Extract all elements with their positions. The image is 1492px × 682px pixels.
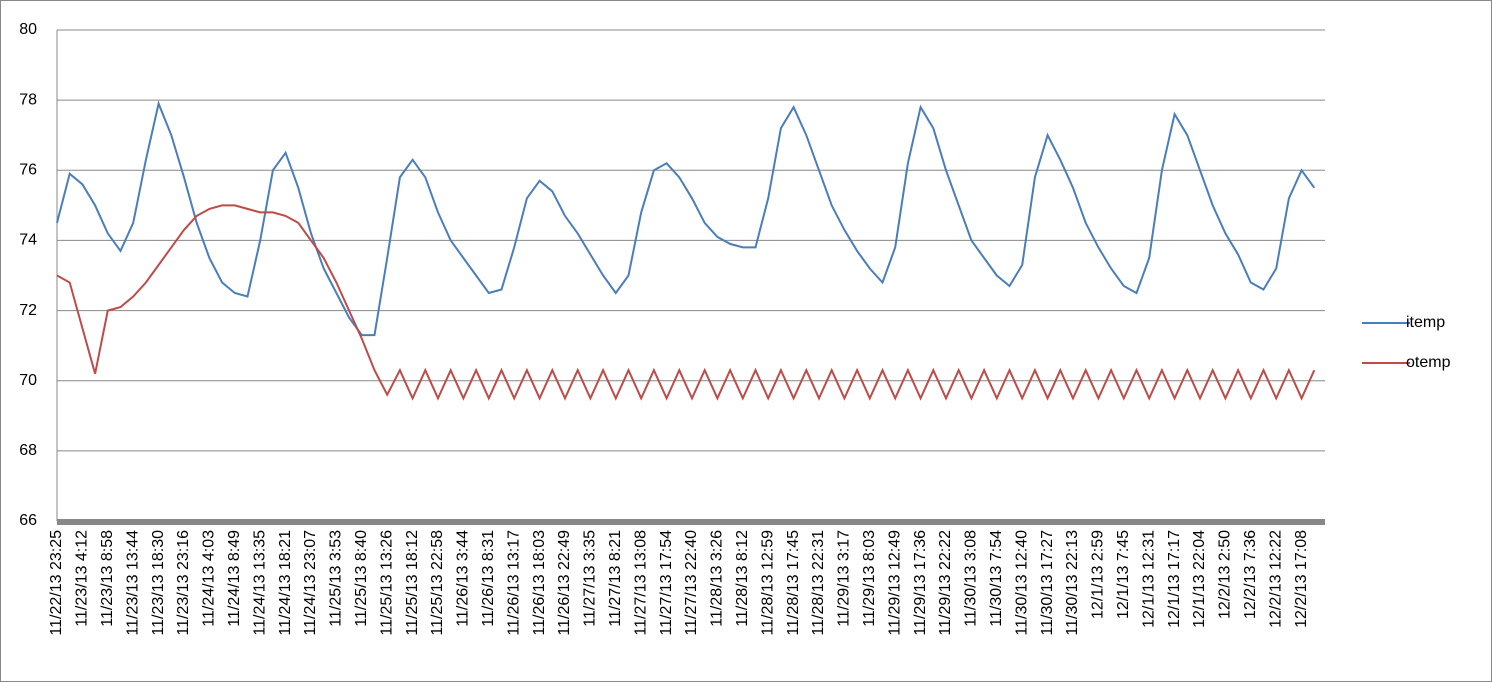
x-tick-label: 12/2/13 17:08 bbox=[1293, 530, 1310, 628]
x-tick-label: 12/1/13 7:45 bbox=[1115, 530, 1132, 619]
x-tick-label: 11/30/13 3:08 bbox=[963, 530, 980, 627]
x-tick-label: 11/29/13 3:17 bbox=[836, 530, 853, 627]
x-tick-label: 12/1/13 17:17 bbox=[1166, 530, 1183, 628]
x-tick-label: 11/30/13 22:13 bbox=[1064, 530, 1081, 636]
x-tick-label: 11/28/13 3:26 bbox=[709, 530, 726, 627]
x-tick-label: 11/23/13 4:12 bbox=[74, 530, 91, 627]
x-tick-label: 12/2/13 7:36 bbox=[1242, 530, 1259, 619]
x-tick-label: 11/26/13 3:44 bbox=[455, 530, 472, 627]
x-tick-label: 11/30/13 17:27 bbox=[1039, 530, 1056, 636]
x-tick-label: 11/29/13 12:49 bbox=[886, 530, 903, 636]
x-tick-label: 11/29/13 22:22 bbox=[937, 530, 954, 636]
x-tick-label: 11/27/13 8:21 bbox=[607, 530, 624, 627]
line-series bbox=[56, 204, 1316, 401]
x-tick-label: 11/27/13 17:54 bbox=[658, 530, 675, 636]
x-tick-label: 11/24/13 23:07 bbox=[302, 530, 319, 636]
x-tick-label: 11/24/13 4:03 bbox=[201, 530, 218, 627]
line-series bbox=[56, 100, 1316, 337]
x-tick-label: 11/26/13 8:31 bbox=[480, 530, 497, 627]
y-tick-label: 72 bbox=[19, 302, 37, 319]
x-tick-label: 11/27/13 13:08 bbox=[632, 530, 649, 636]
x-tick-label: 11/29/13 17:36 bbox=[912, 530, 929, 636]
x-tick-label: 11/26/13 18:03 bbox=[531, 530, 548, 636]
y-tick-label: 78 bbox=[19, 91, 37, 108]
x-tick-label: 11/24/13 18:21 bbox=[277, 530, 294, 636]
x-tick-label: 11/30/13 7:54 bbox=[988, 530, 1005, 627]
x-tick-label: 12/1/13 22:04 bbox=[1191, 530, 1208, 628]
y-tick-label: 74 bbox=[19, 232, 37, 249]
x-tick-label: 11/23/13 23:16 bbox=[175, 530, 192, 636]
x-tick-label: 12/1/13 2:59 bbox=[1090, 530, 1107, 619]
x-tick-label: 11/23/13 8:58 bbox=[99, 530, 116, 627]
y-tick-label: 66 bbox=[19, 512, 37, 529]
x-tick-label: 11/23/13 13:44 bbox=[124, 530, 141, 636]
x-tick-label: 11/28/13 12:59 bbox=[759, 530, 776, 636]
x-tick-label: 11/28/13 8:12 bbox=[734, 530, 751, 627]
x-tick-label: 12/2/13 12:22 bbox=[1267, 530, 1284, 628]
x-tick-label: 11/26/13 22:49 bbox=[556, 530, 573, 636]
x-tick-label: 11/23/13 18:30 bbox=[150, 530, 167, 636]
x-tick-label: 11/26/13 13:17 bbox=[505, 530, 522, 636]
x-tick-label: 11/27/13 3:35 bbox=[582, 530, 599, 627]
x-tick-label: 11/25/13 18:12 bbox=[404, 530, 421, 636]
y-tick-label: 68 bbox=[19, 442, 37, 459]
x-tick-label: 11/25/13 13:26 bbox=[378, 530, 395, 636]
x-tick-label: 11/27/13 22:40 bbox=[683, 530, 700, 636]
x-tick-label: 12/1/13 12:31 bbox=[1140, 530, 1157, 628]
legend-label: otemp bbox=[1406, 354, 1451, 371]
x-tick-label: 12/2/13 2:50 bbox=[1217, 530, 1234, 619]
legend-label: itemp bbox=[1406, 314, 1445, 331]
x-tick-label: 11/29/13 8:03 bbox=[861, 530, 878, 627]
y-tick-label: 80 bbox=[19, 21, 37, 38]
x-tick-label: 11/24/13 8:49 bbox=[226, 530, 243, 627]
y-tick-label: 70 bbox=[19, 372, 37, 389]
x-axis bbox=[57, 519, 1325, 525]
x-tick-label: 11/24/13 13:35 bbox=[251, 530, 268, 636]
x-tick-label: 11/30/13 12:40 bbox=[1013, 530, 1030, 636]
x-tick-label: 11/25/13 3:53 bbox=[328, 530, 345, 627]
y-tick-label: 76 bbox=[19, 162, 37, 179]
x-tick-label: 11/25/13 8:40 bbox=[353, 530, 370, 627]
x-tick-label: 11/28/13 22:31 bbox=[810, 530, 827, 636]
x-tick-label: 11/28/13 17:45 bbox=[785, 530, 802, 636]
x-tick-label: 11/22/13 23:25 bbox=[48, 530, 65, 636]
x-tick-label: 11/25/13 22:58 bbox=[429, 530, 446, 636]
